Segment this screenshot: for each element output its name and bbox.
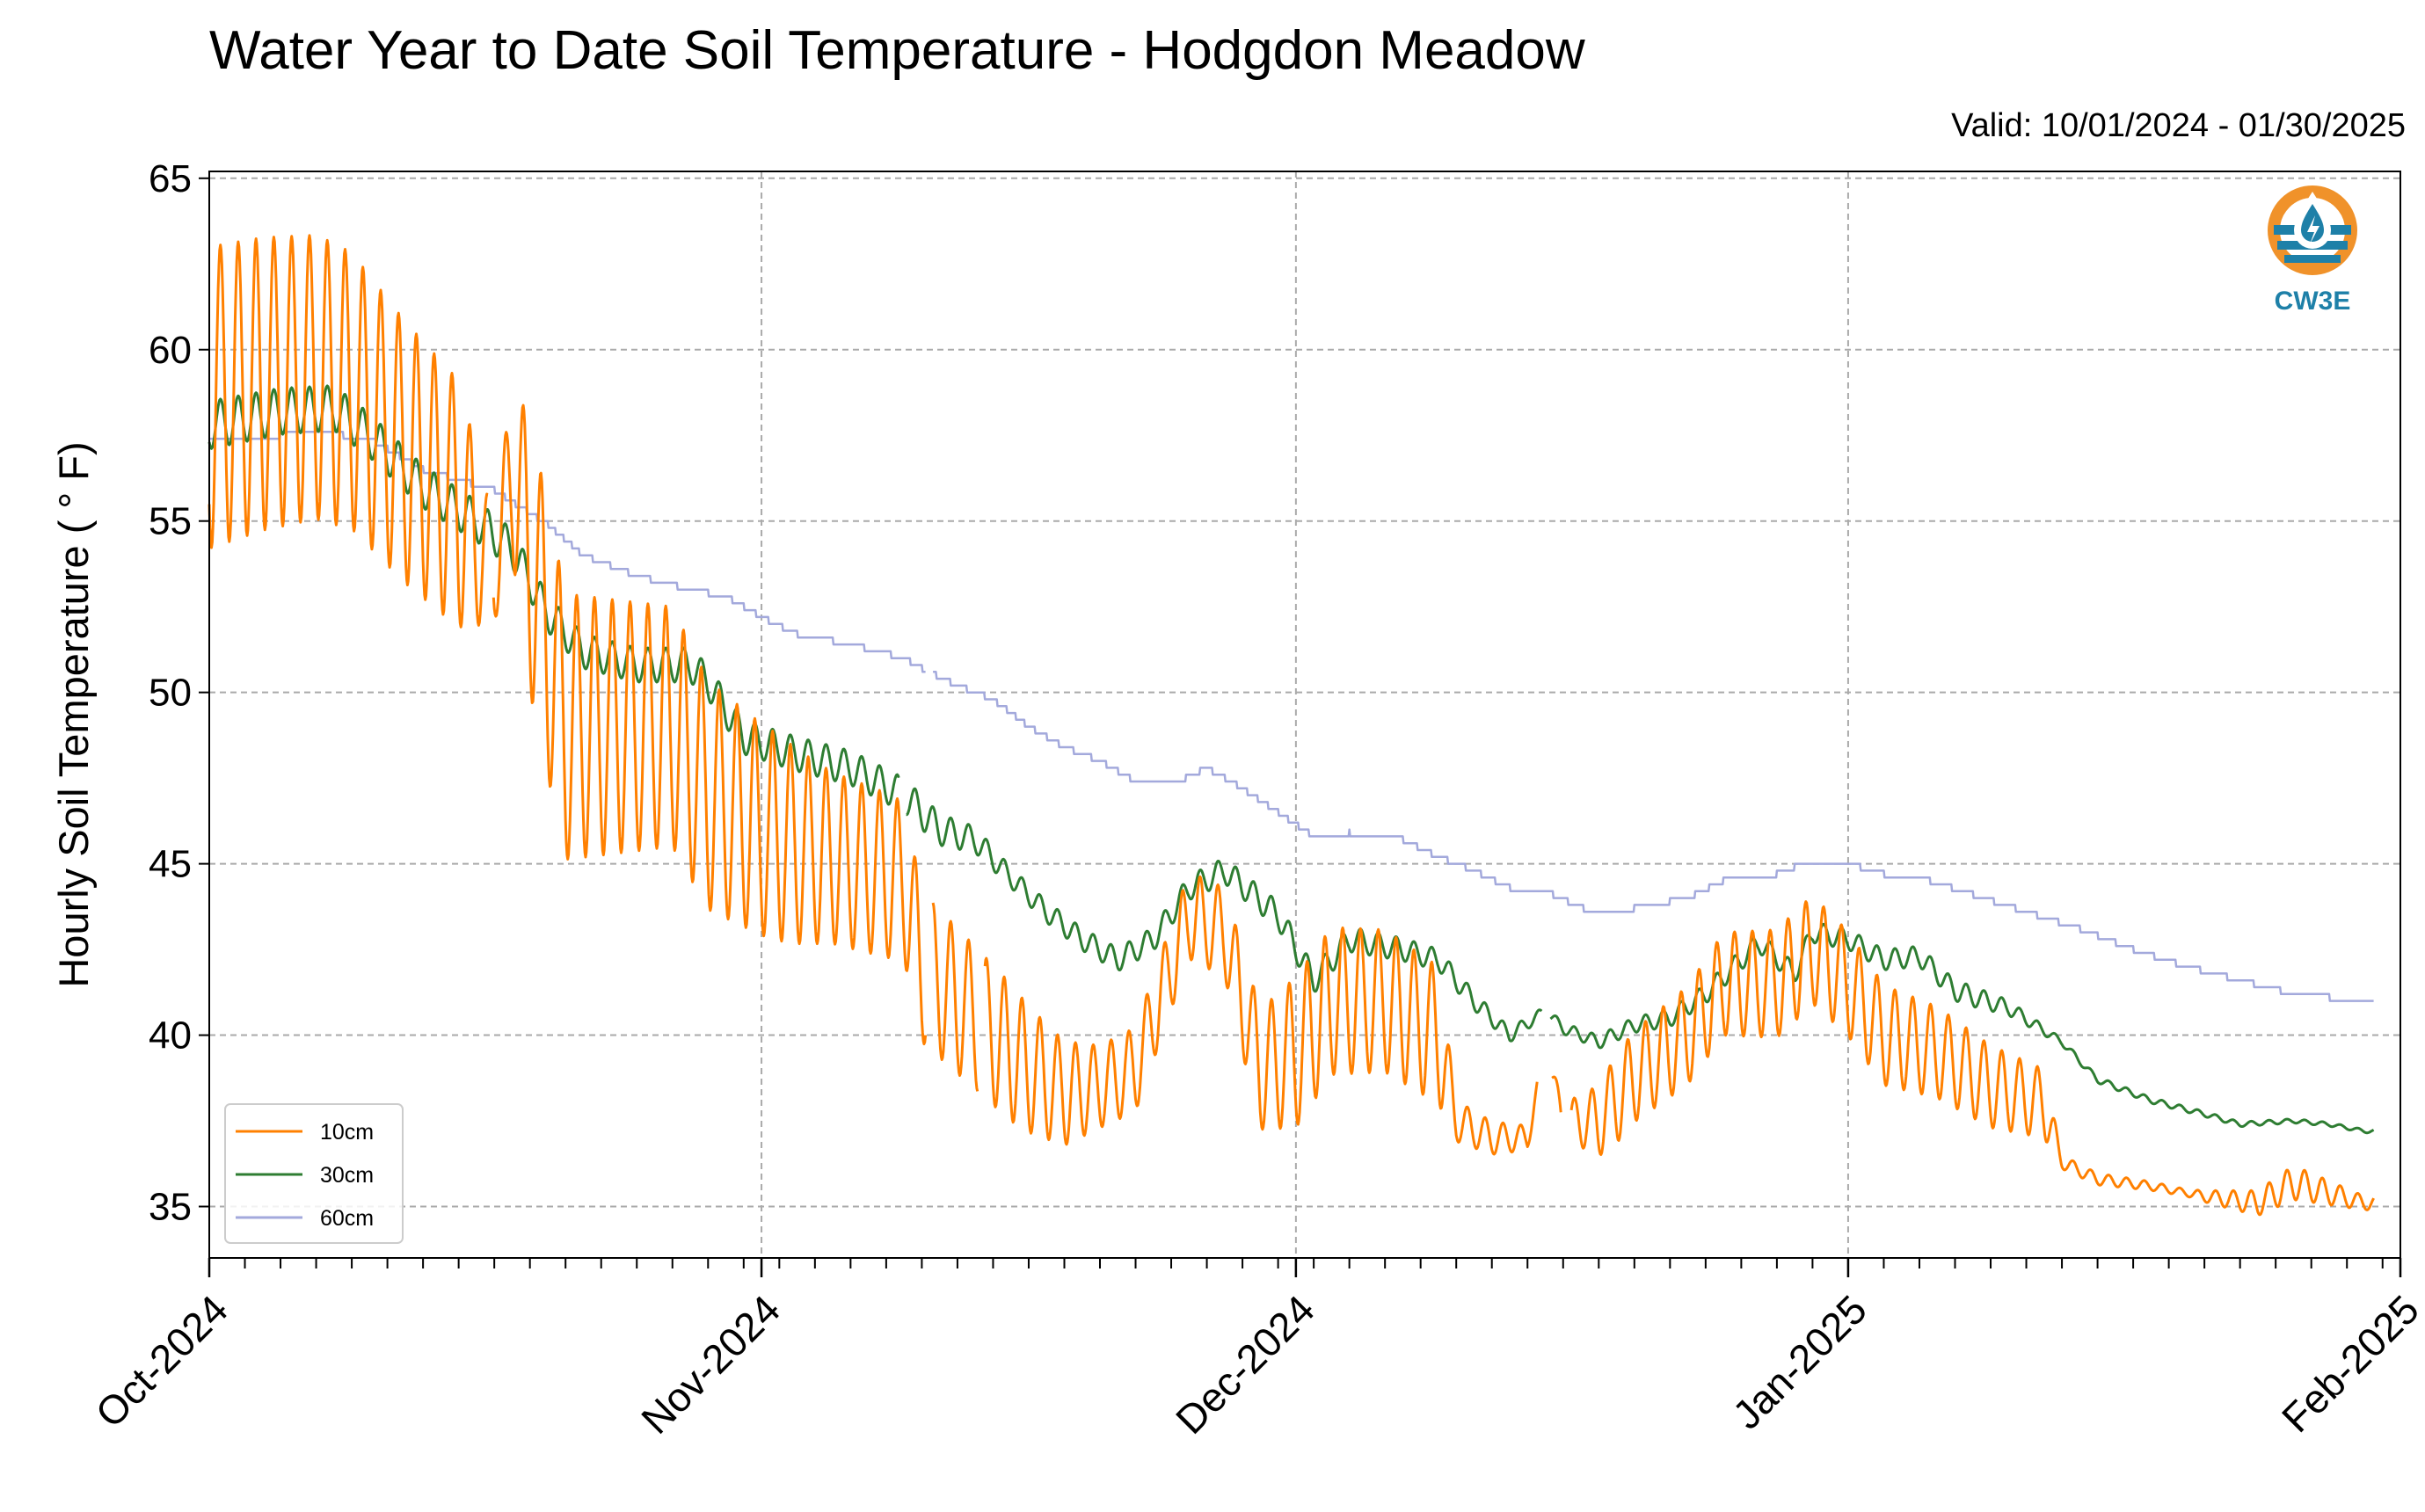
y-axis-label: Hourly Soil Temperature ( ° F) — [50, 441, 97, 987]
legend: 10cm 30cm 60cm — [224, 1103, 404, 1244]
x-tick-label: Oct-2024 — [86, 1286, 237, 1436]
x-axis: Oct-2024 Nov-2024 Dec-2024 Jan-2025 Feb-2025 — [86, 1258, 2425, 1443]
cw3e-logo: CW3E — [2268, 185, 2357, 316]
x-tick-label: Dec-2024 — [1167, 1286, 1323, 1443]
x-tick-label: Jan-2025 — [1723, 1286, 1875, 1437]
x-tick-label: Nov-2024 — [632, 1286, 789, 1443]
cw3e-water-drop-logo-icon — [2268, 185, 2357, 275]
series-line-60cm — [208, 431, 2375, 1002]
legend-label-30cm: 30cm — [320, 1163, 374, 1188]
y-tick-label: 35 — [149, 1186, 192, 1229]
y-tick-label: 65 — [149, 157, 192, 200]
series-layer — [208, 234, 2375, 1217]
grid-lines — [209, 171, 2400, 1258]
series-line-30cm — [208, 384, 2375, 1135]
y-tick-label: 50 — [149, 672, 192, 715]
y-tick-label: 40 — [149, 1014, 192, 1058]
chart-title: Water Year to Date Soil Temperature - Ho… — [209, 20, 1585, 81]
legend-label-60cm: 60cm — [320, 1206, 374, 1231]
x-tick-label: Feb-2025 — [2273, 1286, 2425, 1441]
plot-frame — [208, 171, 2401, 1259]
legend-label-10cm: 10cm — [320, 1120, 374, 1145]
y-axis: 35 40 45 50 55 60 65 — [149, 157, 209, 1229]
y-tick-label: 55 — [149, 500, 192, 543]
logo-text: CW3E — [2275, 287, 2351, 316]
valid-date-range: Valid: 10/01/2024 - 01/30/2025 — [1951, 107, 2406, 144]
y-tick-label: 60 — [149, 329, 192, 372]
legend-box — [224, 1103, 404, 1244]
series-line-10cm — [208, 234, 2375, 1217]
y-tick-label: 45 — [149, 843, 192, 886]
